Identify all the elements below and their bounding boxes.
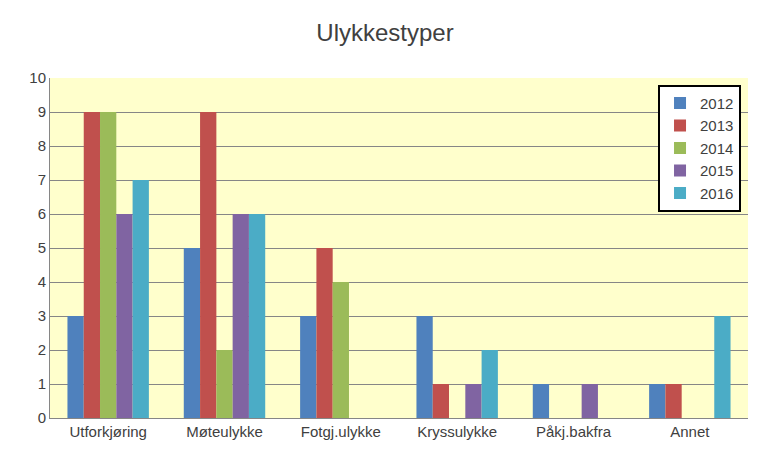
svg-text:Utforkjøring: Utforkjøring — [69, 423, 147, 440]
svg-text:3: 3 — [38, 307, 46, 324]
svg-text:Møteulykke: Møteulykke — [186, 423, 263, 440]
svg-text:Påkj.bakfra: Påkj.bakfra — [536, 423, 612, 440]
svg-text:1: 1 — [38, 375, 46, 392]
svg-text:10: 10 — [29, 69, 46, 86]
svg-text:2012: 2012 — [700, 95, 733, 112]
svg-text:2016: 2016 — [700, 185, 733, 202]
svg-text:Ulykkestyper: Ulykkestyper — [316, 19, 453, 46]
svg-text:6: 6 — [38, 205, 46, 222]
svg-text:8: 8 — [38, 137, 46, 154]
svg-text:Kryssulykke: Kryssulykke — [417, 423, 497, 440]
svg-text:4: 4 — [38, 273, 46, 290]
svg-text:9: 9 — [38, 103, 46, 120]
svg-text:2013: 2013 — [700, 117, 733, 134]
svg-text:2014: 2014 — [700, 140, 733, 157]
svg-text:0: 0 — [38, 409, 46, 426]
svg-text:2015: 2015 — [700, 162, 733, 179]
svg-text:5: 5 — [38, 239, 46, 256]
svg-text:Fotgj.ulykke: Fotgj.ulykke — [301, 423, 381, 440]
svg-text:2: 2 — [38, 341, 46, 358]
svg-text:Annet: Annet — [670, 423, 710, 440]
svg-text:7: 7 — [38, 171, 46, 188]
